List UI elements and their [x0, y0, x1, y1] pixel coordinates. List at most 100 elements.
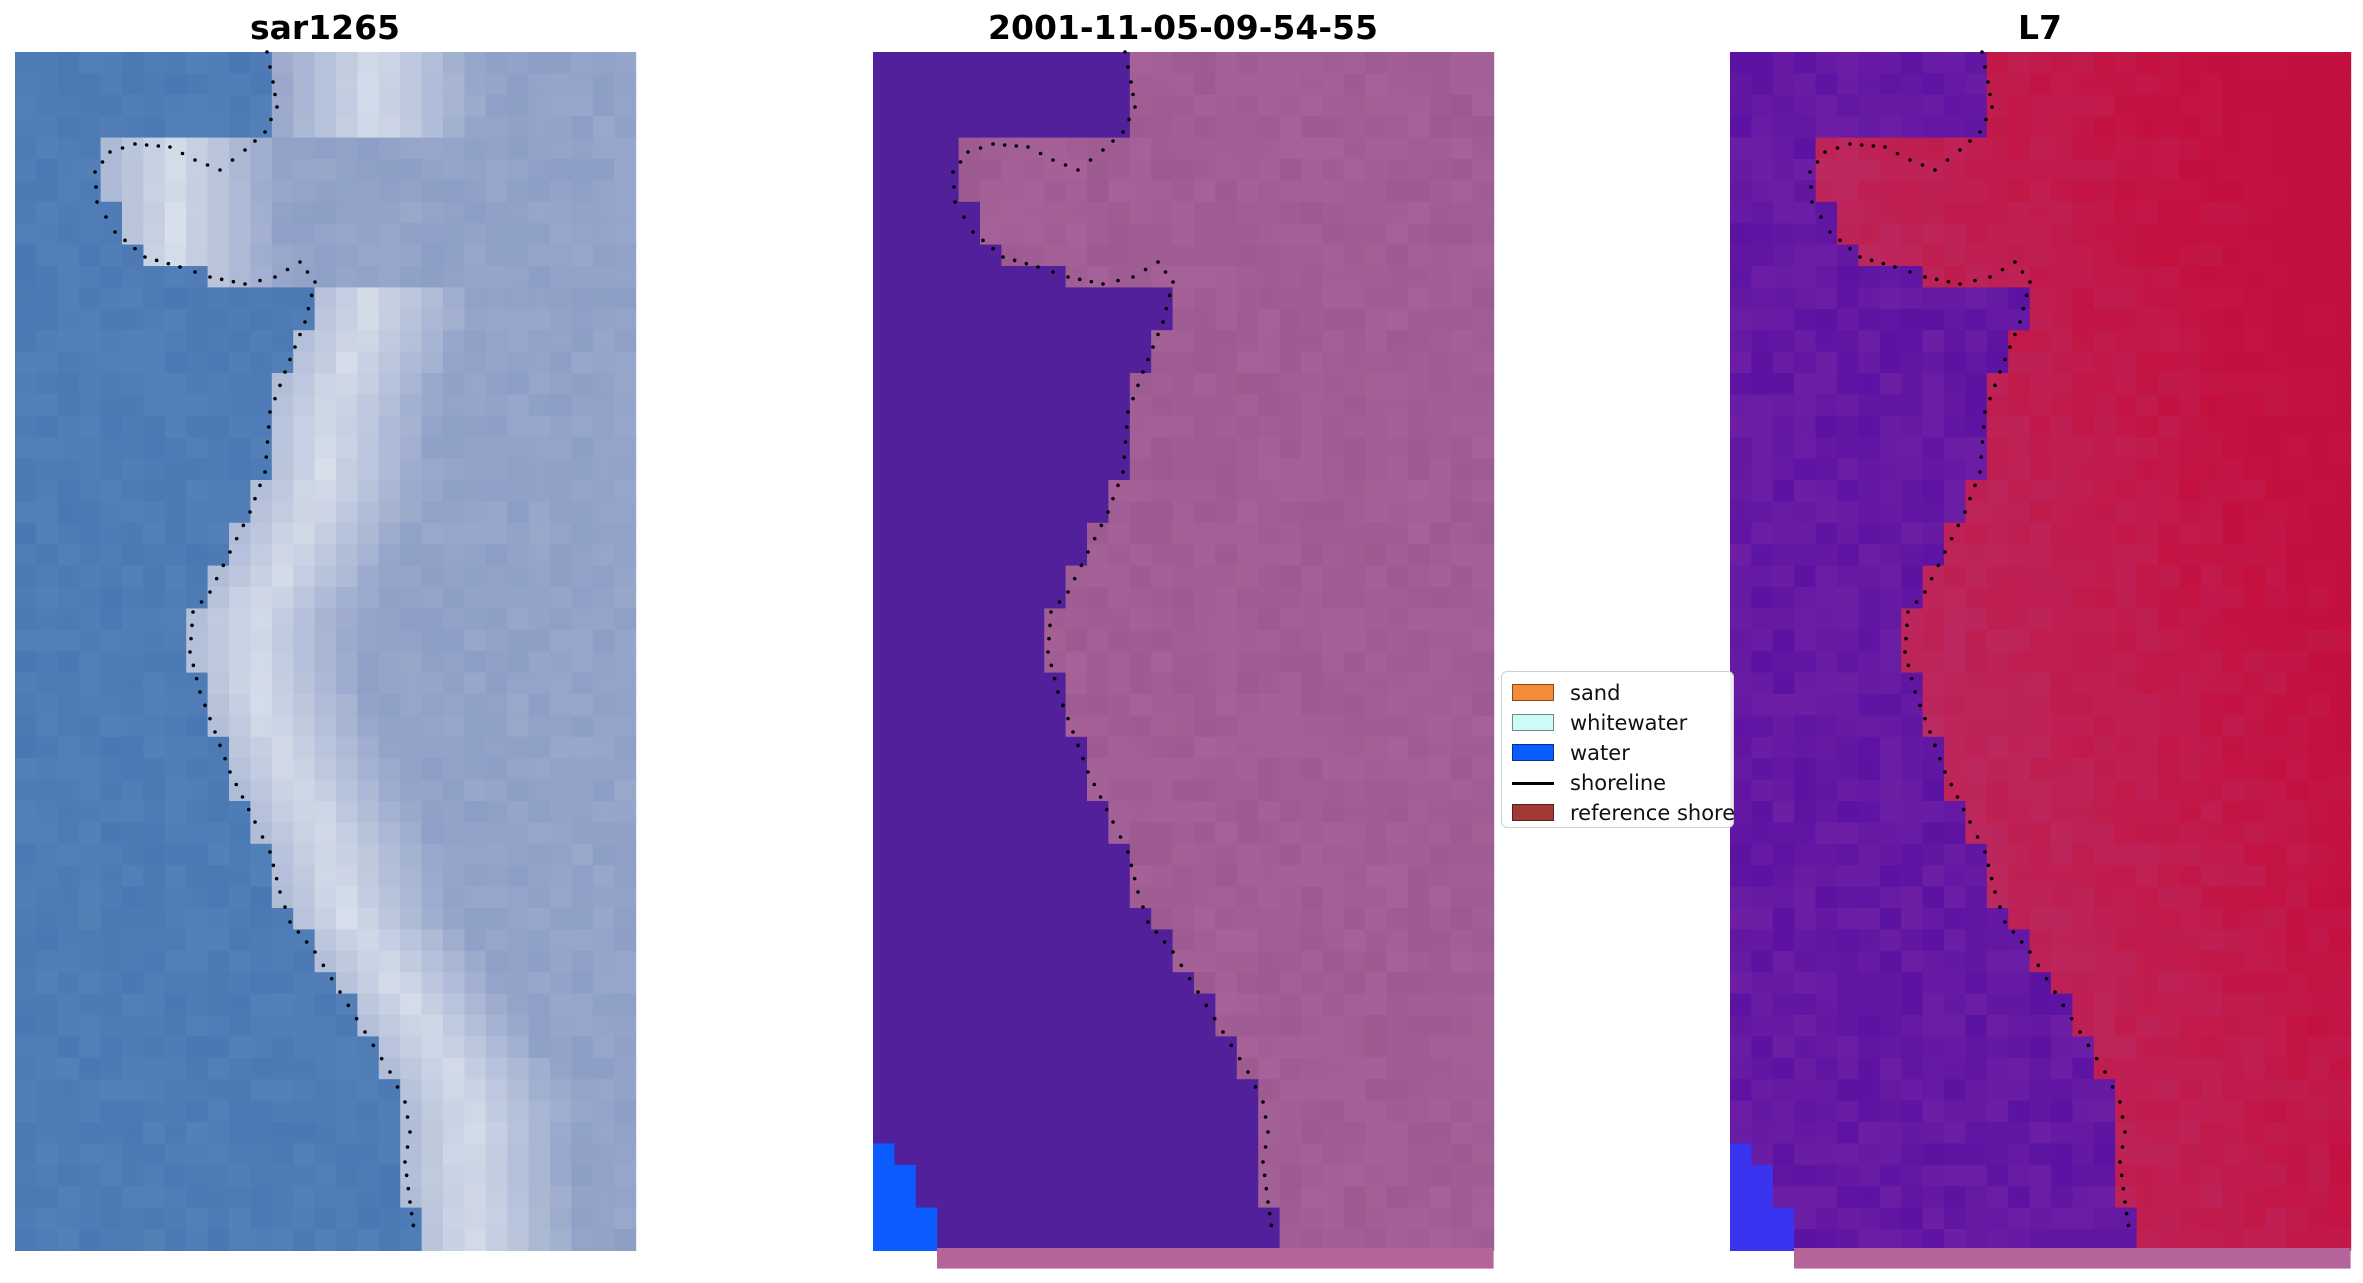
class-pixel	[1279, 758, 1302, 781]
class-pixel	[980, 950, 1002, 973]
rgb-pixel	[614, 351, 637, 374]
index-pixel	[1815, 1079, 1838, 1102]
class-pixel	[1472, 929, 1495, 952]
index-pixel	[2093, 801, 2116, 823]
rgb-pixel	[421, 458, 444, 481]
index-pixel	[2136, 244, 2159, 267]
rgb-pixel	[143, 287, 166, 310]
class-pixel	[1065, 651, 1088, 674]
rgb-pixel	[186, 801, 209, 823]
rgb-pixel	[614, 137, 637, 160]
class-pixel	[1472, 1207, 1495, 1230]
rgb-pixel	[357, 1122, 380, 1144]
index-pixel	[2243, 522, 2266, 545]
shoreline-point	[193, 270, 197, 274]
index-pixel	[2179, 308, 2202, 331]
index-pixel	[2115, 52, 2138, 74]
class-pixel	[894, 565, 917, 588]
index-pixel	[2222, 94, 2245, 117]
shoreline-point	[133, 246, 137, 251]
rgb-pixel	[293, 1207, 316, 1230]
class-pixel	[1365, 351, 1388, 374]
rgb-pixel	[57, 137, 80, 160]
index-pixel	[2051, 736, 2073, 759]
shoreline-point	[1026, 145, 1030, 149]
rgb-pixel	[357, 201, 380, 224]
index-pixel	[2093, 308, 2116, 331]
class-pixel	[1386, 908, 1409, 930]
rgb-pixel	[143, 52, 166, 74]
class-pixel	[980, 351, 1002, 374]
rgb-pixel	[614, 73, 637, 96]
rgb-pixel	[122, 993, 144, 1016]
rgb-pixel	[271, 159, 294, 181]
index-pixel	[1837, 929, 1859, 952]
rgb-pixel	[528, 480, 551, 502]
rgb-pixel	[421, 758, 444, 781]
class-pixel	[1087, 373, 1109, 395]
index-pixel	[1858, 908, 1881, 930]
shoreline-point	[230, 158, 235, 162]
class-pixel	[1450, 373, 1473, 395]
rgb-pixel	[485, 1207, 508, 1230]
index-pixel	[1858, 480, 1881, 502]
rgb-shoreline	[93, 50, 416, 1228]
class-pixel	[958, 308, 981, 331]
rgb-pixel	[122, 672, 144, 695]
rgb-pixel	[378, 950, 401, 973]
index-pixel	[1858, 694, 1881, 716]
rgb-pixel	[143, 950, 166, 973]
reference-shore-strip	[937, 1248, 1494, 1269]
rgb-pixel	[293, 801, 316, 823]
rgb-pixel	[15, 330, 37, 353]
class-pixel	[1450, 244, 1473, 267]
index-pixel	[1944, 736, 1966, 759]
rgb-pixel	[100, 501, 123, 524]
rgb-pixel	[57, 116, 80, 139]
index-pixel	[1772, 993, 1795, 1016]
rgb-pixel	[614, 223, 637, 246]
rgb-pixel	[592, 993, 615, 1016]
index-pixel	[2051, 394, 2073, 417]
rgb-pixel	[186, 908, 209, 930]
index-pixel	[1965, 715, 1988, 738]
class-pixel	[1151, 736, 1174, 759]
index-pixel	[2200, 287, 2223, 310]
index-pixel	[2265, 480, 2287, 502]
index-pixel	[1772, 629, 1795, 652]
shoreline-point	[218, 168, 222, 172]
class-pixel	[1172, 201, 1195, 224]
class-pixel	[1151, 308, 1174, 331]
index-pixel	[1794, 73, 1817, 96]
class-pixel	[958, 73, 981, 96]
rgb-pixel	[15, 886, 37, 909]
rgb-pixel	[507, 94, 530, 117]
rgb-pixel	[57, 779, 80, 802]
index-pixel	[2329, 480, 2352, 502]
class-pixel	[1065, 950, 1088, 973]
rgb-pixel	[400, 1164, 423, 1187]
rgb-pixel	[443, 993, 465, 1016]
class-pixel	[1236, 308, 1259, 331]
rgb-pixel	[100, 1186, 123, 1209]
shoreline-point	[1204, 1003, 1209, 1008]
rgb-pixel	[250, 501, 273, 524]
index-pixel	[2115, 159, 2138, 181]
index-pixel	[2286, 608, 2309, 631]
index-pixel	[2093, 608, 2116, 631]
rgb-pixel	[464, 1164, 487, 1187]
rgb-pixel	[357, 950, 380, 973]
index-pixel	[2179, 993, 2202, 1016]
class-pixel	[1001, 373, 1024, 395]
index-pixel	[2200, 308, 2223, 331]
rgb-pixel	[122, 1079, 144, 1102]
class-pixel	[1322, 801, 1345, 823]
index-pixel	[2093, 929, 2116, 952]
class-pixel	[1022, 394, 1045, 417]
rgb-pixel	[592, 522, 615, 545]
rgb-pixel	[36, 587, 59, 609]
index-pixel	[2265, 779, 2287, 802]
index-pixel	[2158, 1057, 2180, 1080]
class-pixel	[1258, 758, 1281, 781]
index-pixel	[1944, 608, 1966, 631]
